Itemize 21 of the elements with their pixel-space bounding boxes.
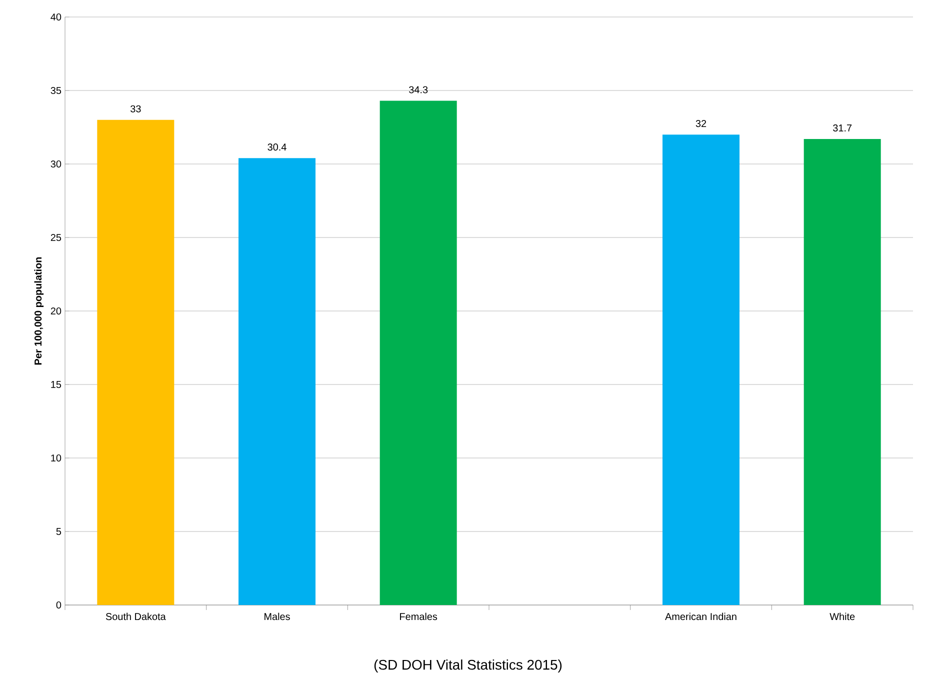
y-tick-label: 20	[50, 307, 62, 315]
y-tick-label: 15	[51, 381, 62, 388]
text: (SD DOH Vital Statistics 2015)	[374, 660, 562, 672]
x-tick-label: White	[830, 612, 855, 620]
data-label: 31.7	[833, 124, 852, 132]
y-tick-label: 5	[56, 528, 62, 535]
x-tick-label: American Indian	[665, 612, 736, 620]
y-tick-label: 25	[50, 234, 62, 242]
x-tick-label: Males	[264, 612, 290, 620]
data-label: 32	[696, 120, 706, 128]
y-axis-title: Per 100,000 population	[34, 257, 44, 365]
data-label: 33	[130, 105, 141, 112]
data-label: 34.3	[409, 86, 428, 94]
y-tick-label: 10	[51, 454, 62, 462]
y-tick-label: 35	[50, 86, 62, 94]
y-tick-label: 40	[50, 13, 62, 21]
x-tick-label: Females	[400, 612, 438, 620]
y-tick-label: 30	[50, 160, 62, 168]
x-tick-label: South Dakota	[106, 612, 166, 620]
y-tick-label: 0	[56, 601, 62, 609]
data-label: 30.4	[268, 144, 286, 151]
